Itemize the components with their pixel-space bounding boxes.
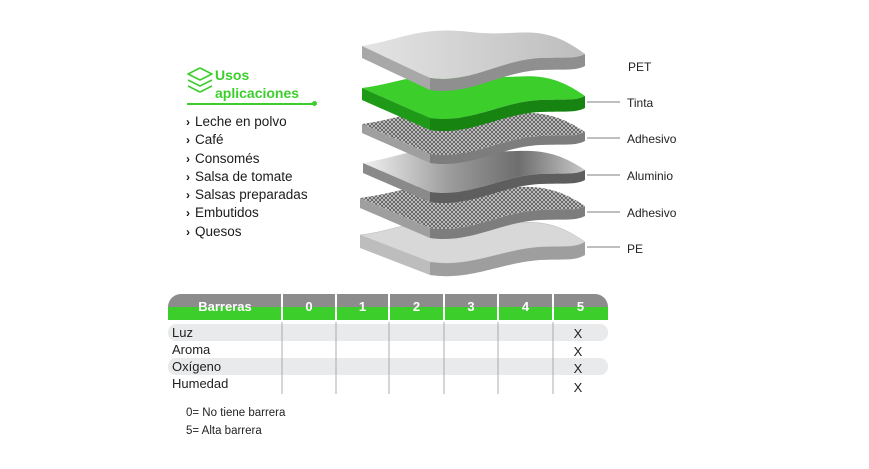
table-row-mark: X [573,380,583,395]
table-header-level: 5 [576,299,585,314]
uses-title-line2: aplicaciones [215,85,300,101]
layer-label-pet: PET [628,60,652,74]
title-underline-dot [312,101,317,106]
layer-label-pe: PE [627,242,644,256]
table-row-label: Humedad [172,376,229,391]
barrier-table [168,294,608,394]
uses-list: › Leche en polvo › Café › Consomés › Salsa d… [186,113,308,241]
layer-pet [362,30,585,91]
list-item: › Consomés [186,150,308,168]
chevron-right-icon: › [186,169,190,184]
layer-label-adhesive-upper: Adhesivo [627,132,677,146]
laminate-layers-diagram [359,30,620,277]
legend-note: 5= Alta barrera [186,425,262,437]
table-row-mark: X [573,361,583,376]
legend-note: 0= No tiene barrera [186,407,286,419]
chevron-right-icon: › [186,115,190,129]
chevron-right-icon: › [186,224,190,239]
table-header-level: 4 [521,299,530,314]
list-item: › Quesos [186,223,308,241]
title-underline [187,103,315,105]
chevron-right-icon: › [186,133,190,148]
list-item: › Salsas preparadas [186,186,308,204]
layer-label-adhesive-lower: Adhesivo [627,206,677,220]
table-header-barreras: Barreras [198,299,252,314]
table-header-level: 1 [358,299,367,314]
table-row-label: Oxígeno [172,359,222,374]
list-item: › Leche en polvo [186,113,308,131]
layer-aluminum [363,148,585,204]
chevron-right-icon: › [186,206,190,221]
table-header-level: 2 [412,299,421,314]
layer-label-aluminum: Aluminio [627,169,674,183]
list-item: › Embutidos [186,204,308,222]
list-item: › Café [186,131,308,149]
table-header-level: 3 [467,299,475,314]
layer-ink [362,74,585,132]
table-row-mark: X [573,326,583,341]
table-header-level: 0 [305,299,313,314]
table-row-label: Aroma [172,342,211,357]
layer-label-ink: Tinta [627,96,654,110]
chevron-right-icon: › [186,151,190,166]
uses-title: Usos aplicaciones [215,66,299,102]
leader-lines [587,101,620,248]
table-row-mark: X [573,344,583,359]
uses-title-line1: Usos [215,67,250,83]
list-item: › Salsa de tomate [186,168,308,186]
table-row-label: Luz [172,325,193,340]
layers-icon [187,67,213,93]
chevron-right-icon: › [186,188,190,203]
